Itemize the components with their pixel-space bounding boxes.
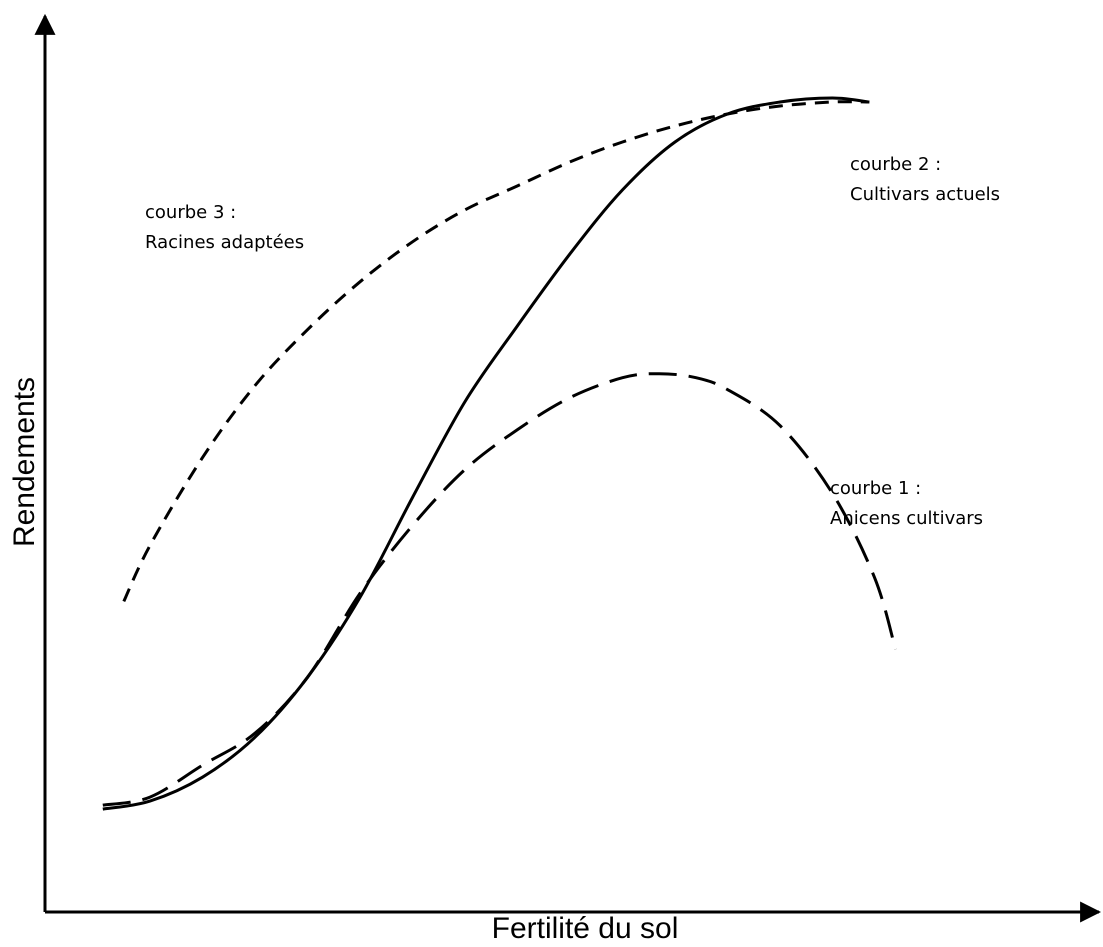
series-label-curve-1: courbe 1 : Anicens cultivars — [830, 478, 983, 529]
series-label-line: courbe 1 : — [830, 478, 921, 499]
series-label-line: courbe 3 : — [145, 202, 236, 223]
series-line-curve-3 — [122, 100, 870, 603]
series-label-line: Racines adaptées — [145, 232, 304, 253]
series-label-curve-2: courbe 2 : Cultivars actuels — [850, 154, 1000, 205]
series-line-curve-1 — [102, 372, 897, 807]
y-axis-title: Rendements — [8, 377, 41, 547]
x-axis-title: Fertilité du sol — [492, 912, 679, 945]
series-label-curve-3: courbe 3 : Racines adaptées — [145, 202, 304, 253]
series-label-line: Anicens cultivars — [830, 508, 983, 529]
series-label-line: courbe 2 : — [850, 154, 941, 175]
series-label-line: Cultivars actuels — [850, 184, 1000, 205]
